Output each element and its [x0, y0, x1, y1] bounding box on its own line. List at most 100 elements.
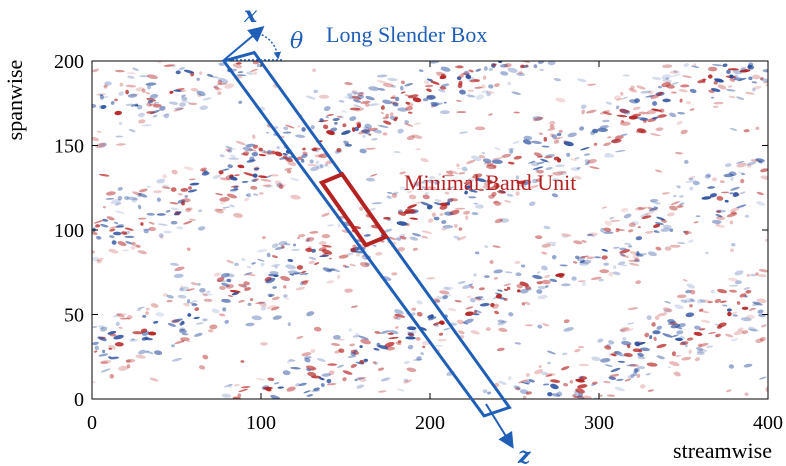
field-blob — [466, 295, 472, 298]
field-blob — [530, 161, 539, 167]
field-blob — [729, 192, 734, 195]
field-blob — [344, 143, 353, 147]
field-blob — [299, 272, 309, 276]
field-blob — [620, 119, 625, 123]
field-blob — [100, 96, 109, 99]
field-blob — [245, 194, 249, 196]
field-blob — [669, 112, 677, 118]
field-blob — [618, 328, 626, 333]
x-axis-symbol: x — [243, 2, 258, 28]
field-blob — [694, 325, 701, 330]
field-blob — [482, 184, 489, 189]
field-blob — [147, 100, 154, 104]
field-blob — [536, 271, 541, 274]
field-blob — [305, 240, 309, 242]
field-blob — [729, 284, 739, 287]
field-blob — [664, 246, 672, 251]
field-blob — [693, 63, 697, 67]
field-blob — [156, 213, 166, 216]
field-blob — [415, 336, 421, 341]
field-blob — [678, 89, 688, 93]
y-tick-label: 50 — [64, 305, 84, 327]
field-blob — [662, 333, 673, 338]
field-blob — [309, 231, 319, 234]
field-blob — [438, 332, 444, 336]
field-blob — [608, 340, 615, 345]
field-blob — [96, 235, 102, 240]
field-blob — [407, 333, 415, 337]
field-blob — [435, 296, 446, 300]
field-blob — [394, 313, 406, 318]
field-blob — [180, 337, 190, 342]
field-blob — [252, 144, 259, 149]
field-blob — [537, 285, 546, 290]
field-blob — [600, 358, 611, 363]
long-slender-box-label: Long Slender Box — [326, 22, 487, 47]
field-blob — [730, 207, 740, 212]
field-blob — [474, 126, 486, 131]
field-blob — [143, 228, 151, 231]
field-blob — [759, 76, 764, 81]
field-blob — [153, 102, 160, 104]
field-blob — [601, 206, 607, 209]
field-blob — [461, 72, 470, 76]
field-blob — [546, 361, 552, 365]
field-blob — [458, 172, 466, 175]
field-blob — [376, 80, 387, 84]
field-blob — [544, 285, 549, 288]
field-blob — [700, 319, 711, 324]
field-blob — [585, 109, 597, 114]
field-blob — [582, 281, 586, 286]
field-blob — [493, 200, 501, 206]
field-blob — [411, 329, 417, 334]
field-blob — [758, 160, 763, 164]
field-blob — [614, 386, 626, 392]
field-blob — [440, 66, 451, 72]
field-blob — [249, 298, 254, 302]
field-blob — [666, 212, 675, 217]
field-blob — [677, 185, 681, 189]
field-blob — [271, 296, 280, 301]
field-blob — [375, 251, 383, 256]
field-blob — [354, 378, 358, 382]
field-blob — [306, 237, 311, 242]
field-blob — [652, 101, 658, 106]
x-axis-title: streamwise — [673, 438, 772, 463]
field-blob — [180, 187, 189, 192]
field-blob — [707, 300, 713, 304]
field-blob — [155, 312, 165, 317]
field-blob — [393, 314, 399, 320]
field-blob — [705, 251, 709, 255]
field-blob — [572, 393, 577, 398]
field-blob — [238, 299, 245, 303]
field-blob — [535, 178, 542, 182]
field-blob — [512, 141, 520, 144]
field-blob — [420, 181, 425, 184]
field-blob — [287, 160, 297, 167]
field-blob — [458, 80, 463, 86]
field-blob — [357, 377, 367, 382]
field-blob — [229, 204, 235, 208]
field-blob — [130, 103, 139, 107]
field-blob — [578, 375, 584, 379]
field-blob — [686, 337, 694, 341]
field-blob — [150, 303, 159, 308]
field-blob — [262, 236, 266, 240]
field-blob — [146, 212, 155, 216]
field-blob — [148, 226, 157, 232]
field-blob — [670, 323, 681, 329]
field-blob — [156, 178, 166, 184]
field-blob — [579, 126, 585, 131]
field-blob — [686, 283, 695, 289]
field-blob — [716, 216, 726, 221]
field-blob — [114, 210, 125, 214]
field-blob — [684, 298, 694, 303]
field-blob — [736, 204, 747, 209]
field-blob — [607, 394, 615, 397]
field-blob — [219, 202, 226, 205]
field-blob — [527, 160, 536, 164]
field-blob — [186, 340, 191, 343]
field-blob — [686, 299, 696, 303]
field-blob — [487, 391, 492, 395]
field-blob — [285, 158, 293, 162]
